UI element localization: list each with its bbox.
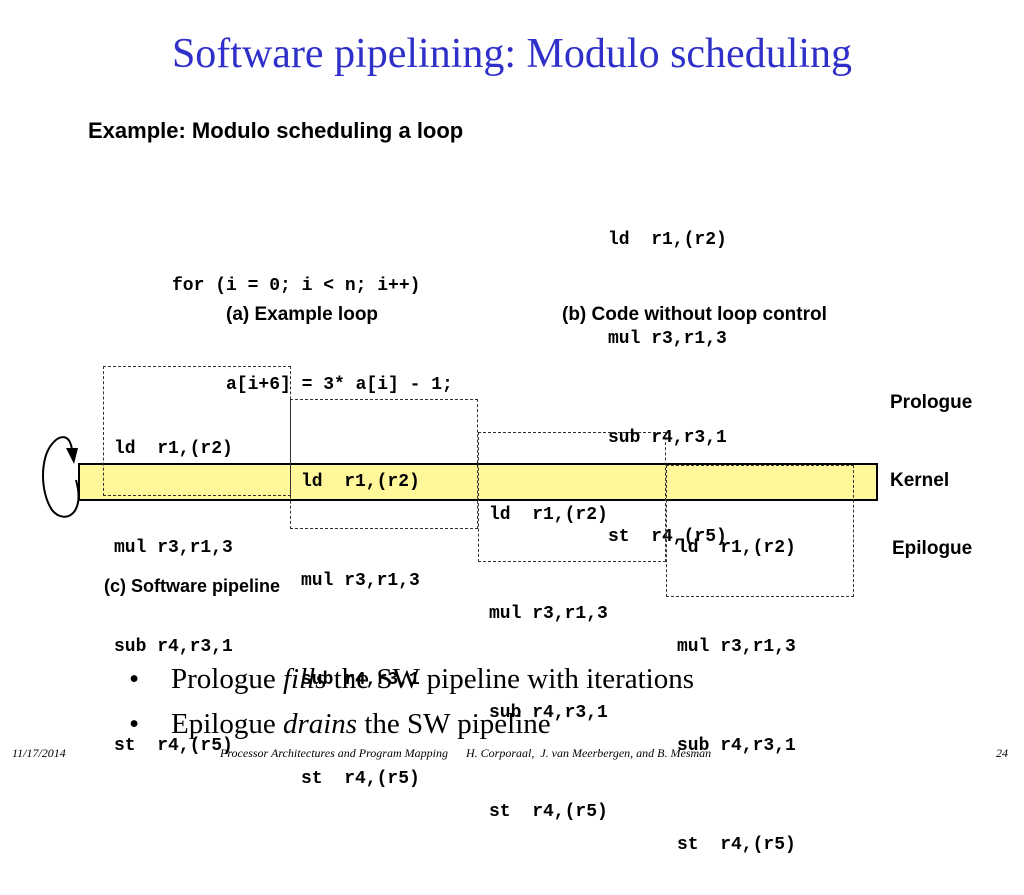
- bullet-text: the SW pipeline with iterations: [326, 663, 695, 695]
- bullet-emphasis: fills: [282, 663, 327, 695]
- bullet-list: • Prologue fills the SW pipeline with ite…: [100, 630, 694, 740]
- bullet-symbol: •: [129, 663, 140, 695]
- pipeline-iteration-1: ld r1,(r2) mul r3,r1,3 sub r4,r3,1 st r4…: [103, 366, 291, 756]
- footer-page-number: 24: [996, 746, 1008, 760]
- slide-title: Software pipelining: Modulo scheduling: [171, 31, 853, 77]
- slide-subtitle: Example: Modulo scheduling a loop: [88, 118, 464, 143]
- instruction: sub r4,r3,1: [301, 670, 420, 690]
- instruction: mul r3,r1,3: [301, 571, 420, 591]
- pipeline-iteration-3: ld r1,(r2) mul r3,r1,3 sub r4,r3,1 st r4…: [478, 432, 666, 822]
- example-loop-line: for (i = 0; i < n; i++): [172, 276, 421, 296]
- bullet-item: • Epilogue drains the SW pipeline: [100, 675, 694, 740]
- bullet-item: • Prologue fills the SW pipeline with ite…: [100, 630, 694, 695]
- footer-course: Processor Architectures and Program Mapp…: [220, 746, 712, 760]
- code-without-control: ld r1,(r2) mul r3,r1,3 sub r4,r3,1 st r4…: [608, 158, 727, 587]
- pipeline-iteration-2: ld r1,(r2) mul r3,r1,3 sub r4,r3,1 st r4…: [290, 399, 478, 789]
- code-line: ld r1,(r2): [608, 230, 727, 250]
- bullet-text: Prologue: [171, 663, 283, 695]
- instruction: mul r3,r1,3: [677, 637, 796, 657]
- footer-date: 11/17/2014: [12, 746, 66, 760]
- instruction: mul r3,r1,3: [114, 538, 233, 558]
- bullet-symbol: •: [129, 708, 140, 740]
- prologue-label: Prologue: [890, 392, 973, 413]
- instruction: st r4,(r5): [677, 835, 796, 855]
- example-loop-line: a[i+6] = 3* a[i] - 1;: [172, 375, 453, 395]
- code-line: mul r3,r1,3: [608, 329, 727, 349]
- kernel-label: Kernel: [890, 470, 950, 491]
- instruction: mul r3,r1,3: [489, 604, 608, 624]
- instruction: ld r1,(r2): [301, 472, 420, 492]
- instruction: ld r1,(r2): [677, 538, 796, 558]
- code-line: sub r4,r3,1: [608, 428, 727, 448]
- software-pipeline-caption: (c) Software pipeline: [104, 576, 281, 596]
- bullet-emphasis: drains: [282, 708, 358, 740]
- example-loop-caption: (a) Example loop: [226, 304, 379, 325]
- instruction: sub r4,r3,1: [114, 637, 233, 657]
- instruction: ld r1,(r2): [114, 439, 233, 459]
- code-without-control-caption: (b) Code without loop control: [562, 304, 827, 325]
- instruction: sub r4,r3,1: [677, 736, 796, 756]
- example-loop-code: for (i = 0; i < n; i++) a[i+6] = 3* a[i]…: [172, 204, 453, 435]
- instruction: sub r4,r3,1: [489, 703, 608, 723]
- epilogue-label: Epilogue: [892, 538, 973, 559]
- code-line: st r4,(r5): [608, 527, 727, 547]
- bullet-text: Epilogue: [171, 708, 283, 740]
- instruction: ld r1,(r2): [489, 505, 608, 525]
- instruction: st r4,(r5): [489, 802, 608, 822]
- loop-back-arrow-icon: [42, 436, 80, 518]
- bullet-text: the SW pipeline: [357, 708, 551, 740]
- instruction: st r4,(r5): [114, 736, 233, 756]
- pipeline-iteration-4: ld r1,(r2) mul r3,r1,3 sub r4,r3,1 st r4…: [666, 465, 854, 855]
